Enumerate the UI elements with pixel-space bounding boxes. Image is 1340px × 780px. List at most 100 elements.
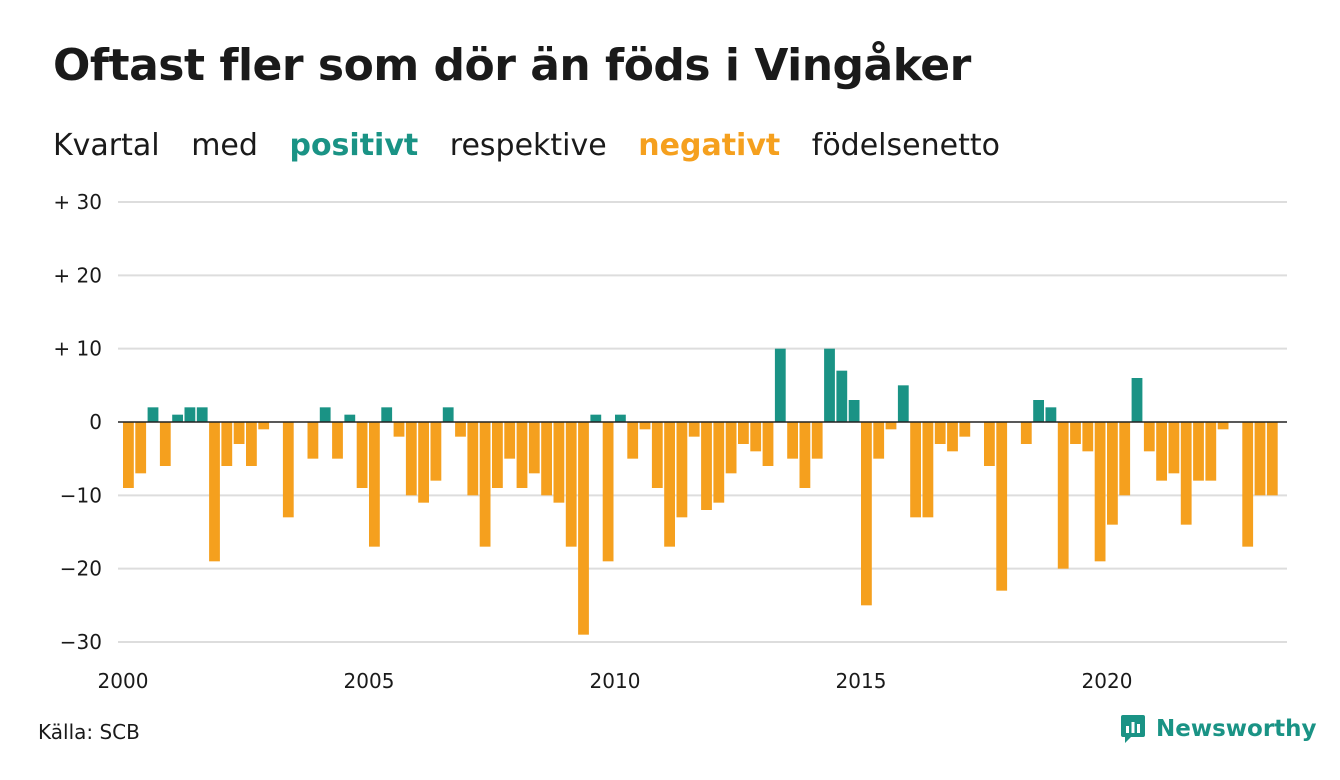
bar-negative bbox=[984, 422, 995, 466]
bar-negative bbox=[873, 422, 885, 459]
bar-negative bbox=[947, 422, 958, 452]
subtitle-word: med bbox=[191, 128, 258, 163]
bar-negative bbox=[996, 422, 1008, 591]
bar-positive bbox=[381, 407, 393, 422]
subtitle-word: Kvartal bbox=[53, 128, 160, 163]
bar-positive bbox=[824, 348, 835, 422]
bar-negative bbox=[504, 422, 516, 459]
bar-negative bbox=[1180, 422, 1192, 525]
bar-negative bbox=[258, 422, 270, 430]
y-tick-label: −30 bbox=[60, 630, 102, 654]
x-tick-label: 2005 bbox=[344, 669, 395, 693]
bar-negative bbox=[479, 422, 491, 547]
bar-negative bbox=[664, 422, 675, 547]
chart-title: Oftast fler som dör än föds i Vingåker bbox=[53, 40, 971, 91]
bar-layer bbox=[123, 348, 1278, 635]
bar-negative bbox=[467, 422, 479, 496]
bar-negative bbox=[123, 422, 134, 488]
x-tick-label: 2010 bbox=[590, 669, 641, 693]
bar-negative bbox=[639, 422, 651, 430]
bar-negative bbox=[1082, 422, 1094, 452]
bar-negative bbox=[688, 422, 700, 437]
bar-negative bbox=[159, 422, 171, 466]
bar-negative bbox=[209, 422, 220, 562]
bar-negative bbox=[516, 422, 528, 488]
bar-negative bbox=[135, 422, 147, 474]
brand-name: Newsworthy bbox=[1156, 716, 1317, 742]
bar-negative bbox=[676, 422, 688, 518]
bar-negative bbox=[541, 422, 552, 496]
bar-negative bbox=[553, 422, 565, 503]
bar-negative bbox=[725, 422, 737, 474]
bar-negative bbox=[1057, 422, 1069, 569]
subtitle-word: födelsenetto bbox=[811, 128, 1000, 163]
bar-negative bbox=[602, 422, 614, 562]
bar-negative bbox=[885, 422, 897, 430]
bar-negative bbox=[1107, 422, 1118, 525]
bar-positive bbox=[848, 400, 860, 422]
bar-positive bbox=[442, 407, 454, 422]
bar-negative bbox=[221, 422, 233, 466]
bar-negative bbox=[1205, 422, 1217, 481]
bar-negative bbox=[713, 422, 725, 503]
x-tick-label: 2000 bbox=[98, 669, 149, 693]
source-label: Källa: SCB bbox=[38, 720, 140, 744]
bar-negative bbox=[565, 422, 577, 547]
bar-negative bbox=[627, 422, 639, 459]
bar-positive bbox=[897, 385, 909, 422]
bar-negative bbox=[861, 422, 872, 606]
bar-negative bbox=[1020, 422, 1032, 444]
bar-negative bbox=[1242, 422, 1254, 547]
bar-negative bbox=[282, 422, 294, 518]
bar-negative bbox=[1070, 422, 1081, 444]
y-tick-label: + 30 bbox=[53, 190, 102, 214]
bar-negative bbox=[787, 422, 798, 459]
bar-negative bbox=[1193, 422, 1204, 481]
axis-layer: + 30 + 20 + 10 0 −10 −20 −30 2000 2005 2010 2015 20… bbox=[53, 190, 1287, 693]
bar-negative bbox=[307, 422, 319, 459]
bar-negative bbox=[1119, 422, 1131, 496]
bar-negative bbox=[762, 422, 774, 466]
subtitle-word: respektive bbox=[449, 128, 607, 163]
bar-positive bbox=[1033, 400, 1044, 422]
bar-negative bbox=[578, 422, 589, 635]
y-tick-label: −10 bbox=[60, 483, 102, 507]
bar-negative bbox=[1143, 422, 1155, 452]
bar-negative bbox=[910, 422, 921, 518]
bar-negative bbox=[799, 422, 811, 488]
bar-negative bbox=[369, 422, 380, 547]
bar-negative bbox=[1254, 422, 1266, 496]
y-tick-label: 0 bbox=[89, 410, 102, 434]
brand-logo: Newsworthy bbox=[1120, 714, 1317, 744]
bar-negative bbox=[528, 422, 540, 474]
subtitle-positive-label: positivt bbox=[289, 128, 419, 163]
bar-positive bbox=[590, 414, 602, 422]
bar-negative bbox=[1168, 422, 1180, 474]
bar-negative bbox=[1156, 422, 1167, 481]
bar-positive bbox=[344, 414, 356, 422]
bar-positive bbox=[196, 407, 208, 422]
x-tick-label: 2020 bbox=[1082, 669, 1133, 693]
bar-positive bbox=[184, 407, 196, 422]
bar-negative bbox=[1094, 422, 1106, 562]
bar-negative bbox=[332, 422, 343, 459]
bar-negative bbox=[393, 422, 405, 437]
bar-negative bbox=[233, 422, 245, 444]
x-tick-label: 2015 bbox=[836, 669, 887, 693]
bar-positive bbox=[319, 407, 331, 422]
bar-positive bbox=[1045, 407, 1057, 422]
y-tick-label: + 20 bbox=[53, 263, 102, 287]
bar-negative bbox=[1217, 422, 1229, 430]
bar-negative bbox=[934, 422, 946, 444]
bar-negative bbox=[750, 422, 762, 452]
subtitle-negative-label: negativt bbox=[638, 128, 781, 163]
bar-positive bbox=[172, 414, 183, 422]
bar-negative bbox=[811, 422, 823, 459]
bar-negative bbox=[418, 422, 429, 503]
newsworthy-logo-icon bbox=[1121, 715, 1145, 743]
y-tick-label: −20 bbox=[60, 557, 102, 581]
bar-negative bbox=[922, 422, 934, 518]
bar-positive bbox=[836, 370, 848, 422]
bar-negative bbox=[701, 422, 712, 510]
